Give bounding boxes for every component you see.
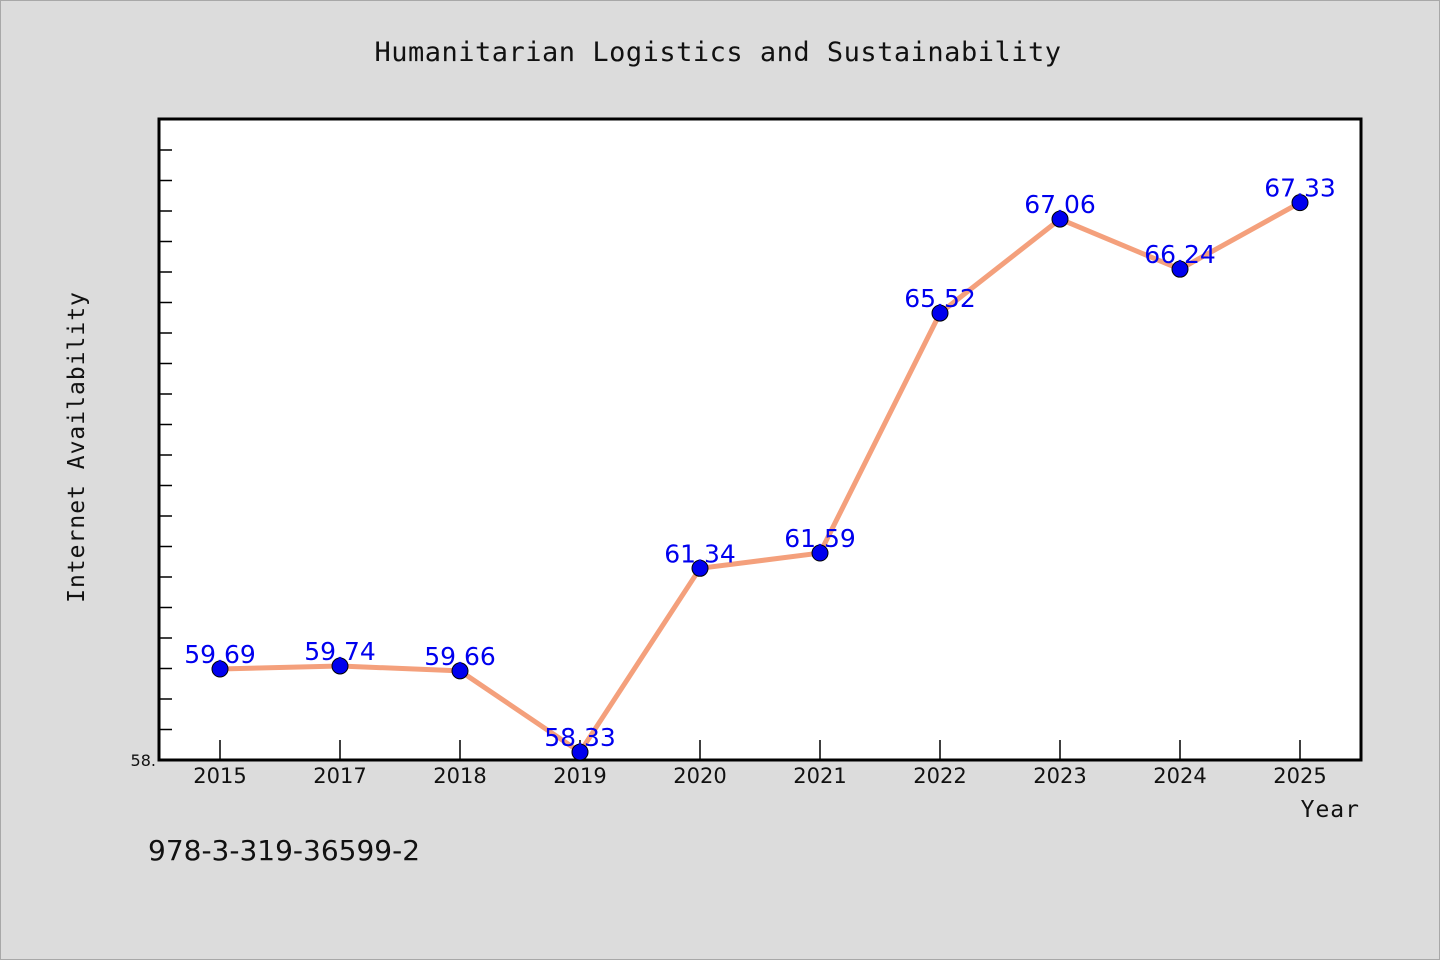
x-axis-ticks: 2015 2017 2018 2019 2020 2021 2022 2023 2024 2025 [193,740,1327,788]
data-point [1051,210,1069,228]
data-point [811,544,829,562]
data-label: 59.74 [304,637,376,666]
x-tick-label: 2024 [1153,764,1206,788]
x-tick-label: 2017 [313,764,366,788]
isbn-footnote: 978-3-319-36599-2 [148,834,421,867]
y-minor-ticks [159,149,172,731]
y-axis-label: Internet Availability [64,291,90,603]
x-tick-label: 2018 [433,764,486,788]
data-point [1291,194,1309,212]
y-axis-min-label: 58. [131,751,156,770]
x-tick-label: 2022 [913,764,966,788]
x-tick-label: 2021 [793,764,846,788]
data-label: 59.69 [184,640,256,669]
chart-title: Humanitarian Logistics and Sustainabilit… [375,37,1062,68]
x-tick-label: 2019 [553,764,606,788]
series-line [219,200,1302,755]
x-axis-label: Year [1301,797,1360,823]
data-label: 61.34 [664,539,736,568]
plot-area [157,117,1363,762]
x-tick-label: 2020 [673,764,726,788]
x-tick-label: 2015 [193,764,246,788]
x-tick-label: 2025 [1273,764,1326,788]
x-tick-label: 2023 [1033,764,1086,788]
data-label: 67.33 [1264,174,1336,203]
data-label: 58.33 [544,723,616,752]
data-point [331,657,349,675]
data-point [211,660,229,678]
data-point [451,662,469,680]
data-label: 65.52 [904,284,976,313]
data-label: 67.06 [1024,190,1096,219]
data-label: 66.24 [1144,240,1216,269]
data-label: 61.59 [784,524,856,553]
data-point [571,743,589,761]
data-point [931,304,949,322]
data-point [1171,260,1189,278]
data-label: 59.66 [424,642,496,671]
data-point [691,559,709,577]
series-layer: 59.69 59.74 59.66 58.33 61.34 61.59 65.52 67.06… [184,174,1336,761]
